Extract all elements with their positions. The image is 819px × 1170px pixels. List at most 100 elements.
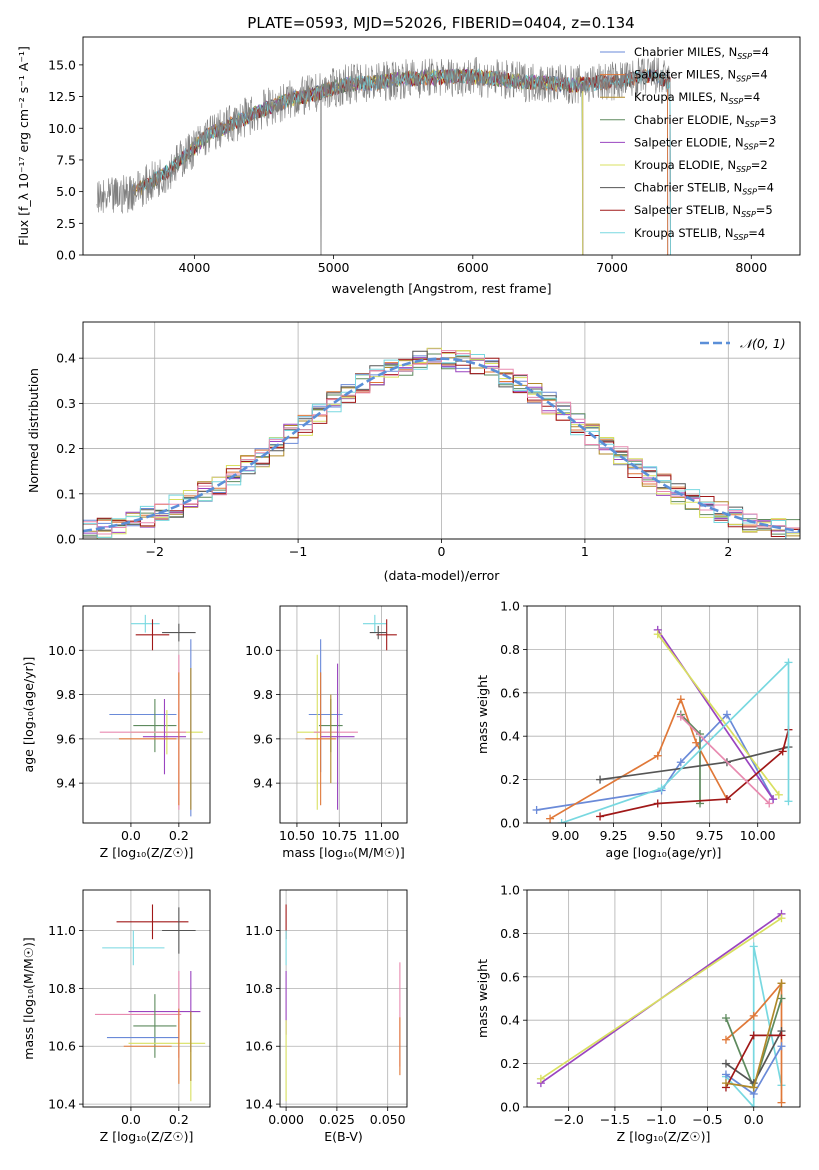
- y-tick-label: 0.0: [56, 532, 76, 547]
- legend-subscript: SSP: [741, 210, 756, 219]
- legend-subscript: SSP: [734, 233, 749, 242]
- x-tick-label: −1: [289, 544, 307, 559]
- weight-marker: [769, 795, 778, 804]
- x-tick-label: 8000: [735, 260, 767, 275]
- y-tick-label: 5.0: [56, 184, 76, 199]
- y-tick-label: 9.4: [56, 776, 76, 791]
- weight-line: [680, 716, 770, 805]
- chart-age_vs_mass: 10.50 10.75 11.00 9.4 9.6 9.8 10.0 mass [log₁₀(…: [245, 605, 408, 860]
- spectrum-data-line: [96, 56, 671, 255]
- x-axis-label: Z [log₁₀(Z/Z☉)]: [100, 1129, 194, 1144]
- weight-marker: [653, 751, 662, 760]
- legend-subscript: SSP: [736, 75, 751, 84]
- axes-frame: [82, 605, 211, 824]
- legend-label: Salpeter MILES, N: [634, 68, 736, 82]
- weight-marker: [784, 797, 793, 806]
- y-tick-label: 9.8: [56, 687, 76, 702]
- y-tick-label: 0.3: [56, 396, 76, 411]
- weight-marker: [692, 738, 701, 747]
- y-tick-label: 10.0: [48, 643, 76, 658]
- chart-weight_vs_Z: −2.0 −1.5 −1.0 −0.5 0.0 0.0 0.2 0.4 0.6 0.8 1.0 Z […: [475, 883, 801, 1144]
- y-tick-label: 0.6: [500, 969, 520, 984]
- weight-marker: [749, 942, 758, 951]
- x-tick-label: 2: [724, 544, 732, 559]
- weight-marker: [765, 799, 774, 808]
- legend-label: Chabrier ELODIE, N: [634, 113, 745, 127]
- x-tick-label: 9.75: [696, 828, 724, 843]
- legend-tail: =4: [757, 181, 774, 195]
- y-tick-label: 9.6: [253, 731, 273, 746]
- weight-marker: [721, 1070, 730, 1079]
- y-tick-label: 15.0: [48, 57, 76, 72]
- legend-tail: =2: [751, 158, 768, 172]
- plot-area-age_vs_mass: [296, 614, 397, 810]
- weight-marker: [546, 814, 555, 823]
- data-point: [142, 699, 187, 775]
- y-tick-label: 10.4: [48, 1097, 76, 1112]
- weight-marker: [774, 790, 783, 799]
- legend-tail: =4: [748, 226, 765, 240]
- data-point: [162, 623, 196, 642]
- data-point: [116, 904, 189, 940]
- y-tick-label: 10.6: [48, 1039, 76, 1054]
- plot-area-weight_vs_Z: [536, 909, 786, 1107]
- weight-marker: [557, 819, 566, 823]
- legend-subscript: SSP: [745, 120, 760, 129]
- legend-entry: Kroupa MILES, NSSP=4: [634, 90, 760, 106]
- legend-entry: Salpeter ELODIE, NSSP=2: [634, 135, 775, 151]
- weight-line: [657, 633, 780, 796]
- y-tick-label: 0.4: [500, 729, 520, 744]
- x-tick-label: 0.2: [169, 828, 189, 843]
- x-tick-label: 9.25: [600, 828, 628, 843]
- data-point: [320, 663, 355, 810]
- legend-label: Kroupa STELIB, N: [634, 226, 734, 240]
- y-tick-label: 0.0: [500, 816, 520, 831]
- weight-line: [561, 660, 790, 823]
- legend-entry: Chabrier MILES, NSSP=4: [634, 45, 769, 61]
- weight-marker: [596, 775, 605, 784]
- legend-tail: =4: [752, 45, 769, 59]
- legend-subscript: SSP: [736, 165, 751, 174]
- axes-frame: [526, 605, 801, 824]
- plot-area-residuals: [83, 347, 800, 539]
- y-tick-label: 10.4: [245, 1097, 273, 1112]
- weight-marker: [721, 1035, 730, 1044]
- weight-marker: [777, 1098, 786, 1107]
- legend-entry: Salpeter STELIB, NSSP=5: [634, 203, 773, 219]
- y-tick-label: 11.0: [48, 923, 76, 938]
- weight-marker: [749, 1011, 758, 1020]
- model-line: [131, 69, 584, 255]
- data-point: [369, 625, 387, 640]
- weight-line: [540, 917, 782, 1080]
- y-tick-label: 0.8: [500, 926, 520, 941]
- y-tick-label: 10.0: [245, 643, 273, 658]
- y-tick-label: 0.4: [56, 351, 76, 366]
- axes-frame: [279, 889, 408, 1108]
- weight-marker: [721, 1059, 730, 1068]
- weight-marker: [532, 805, 541, 814]
- weight-marker: [721, 1014, 730, 1023]
- x-tick-label: 5000: [318, 260, 350, 275]
- y-tick-label: 11.0: [245, 923, 273, 938]
- x-tick-label: −1.5: [600, 1112, 630, 1127]
- x-tick-label: 0.025: [319, 1112, 355, 1127]
- plot-area-weight_vs_age: [532, 625, 793, 823]
- data-point: [135, 619, 170, 651]
- y-axis-label: age [log₁₀(age/yr)]: [21, 657, 36, 773]
- x-tick-label: 0.0: [121, 1112, 141, 1127]
- weight-line: [536, 713, 774, 811]
- x-tick-label: 10.50: [279, 828, 315, 843]
- x-tick-label: −2.0: [553, 1112, 583, 1127]
- weight-marker: [596, 812, 605, 821]
- data-point: [133, 994, 177, 1058]
- weight-marker: [777, 914, 786, 923]
- axes-frame: [526, 889, 801, 1108]
- plot-area-age_vs_Z: [99, 614, 203, 817]
- y-tick-label: 0.0: [500, 1100, 520, 1115]
- plots-layer: 4000 5000 6000 7000 80000.02.55.07.510.012.5…: [16, 36, 801, 1144]
- x-tick-label: 10.75: [321, 828, 357, 843]
- gaussian-curve: [83, 357, 800, 533]
- y-axis-label: Normed distribution: [26, 368, 41, 493]
- weight-marker: [777, 1042, 786, 1051]
